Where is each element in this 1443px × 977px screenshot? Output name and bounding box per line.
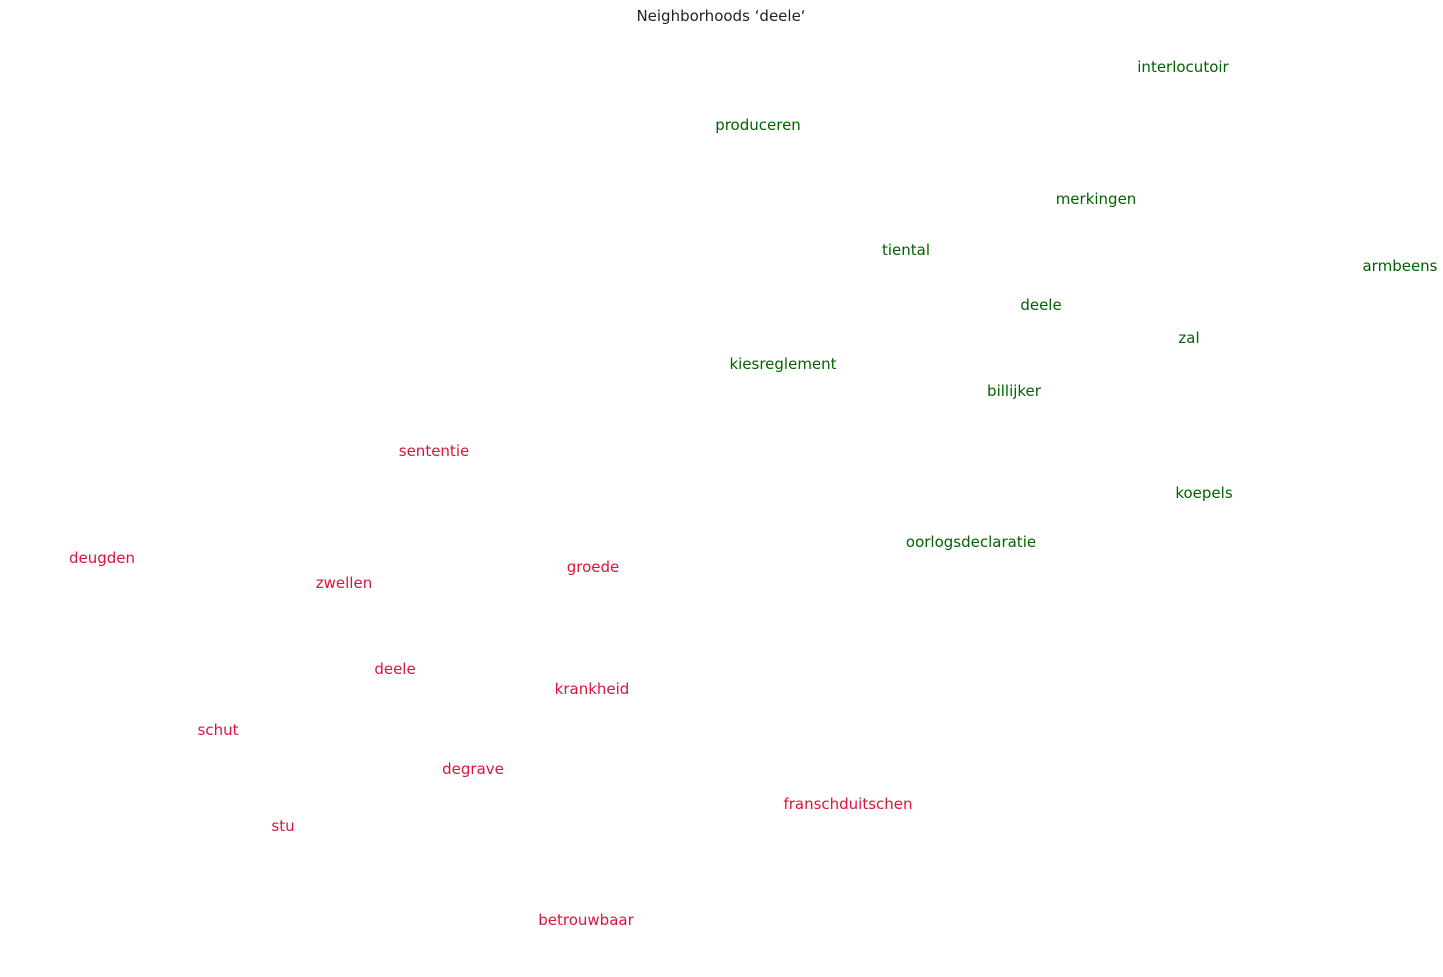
word-label-kiesreglement: kiesreglement	[729, 355, 836, 373]
word-label-stu: stu	[271, 817, 294, 835]
word-label-sententie: sententie	[399, 442, 469, 460]
word-label-degrave: degrave	[442, 760, 504, 778]
word-label-koepels: koepels	[1175, 484, 1232, 502]
word-label-merkingen: merkingen	[1056, 190, 1137, 208]
word-label-deele: deele	[1020, 296, 1061, 314]
word-label-franschduitschen: franschduitschen	[783, 795, 912, 813]
word-label-oorlogsdeclaratie: oorlogsdeclaratie	[906, 533, 1036, 551]
word-label-zwellen: zwellen	[316, 574, 372, 592]
word-label-schut: schut	[198, 721, 239, 739]
chart-title: Neighborhoods ‘deele‘	[636, 7, 805, 25]
word-label-deele: deele	[374, 660, 415, 678]
word-label-betrouwbaar: betrouwbaar	[538, 911, 634, 929]
word-label-krankheid: krankheid	[555, 680, 630, 698]
word-label-zal: zal	[1178, 329, 1199, 347]
word-label-interlocutoir: interlocutoir	[1137, 58, 1229, 76]
word-label-armbeens: armbeens	[1362, 257, 1437, 275]
word-label-billijker: billijker	[987, 382, 1042, 400]
word-label-produceren: produceren	[715, 116, 801, 134]
word-label-groede: groede	[567, 558, 620, 576]
word-label-deugden: deugden	[69, 549, 135, 567]
word-label-tiental: tiental	[882, 241, 930, 259]
word-labels: interlocutoir produceren merkingen tiental a…	[69, 58, 1438, 929]
